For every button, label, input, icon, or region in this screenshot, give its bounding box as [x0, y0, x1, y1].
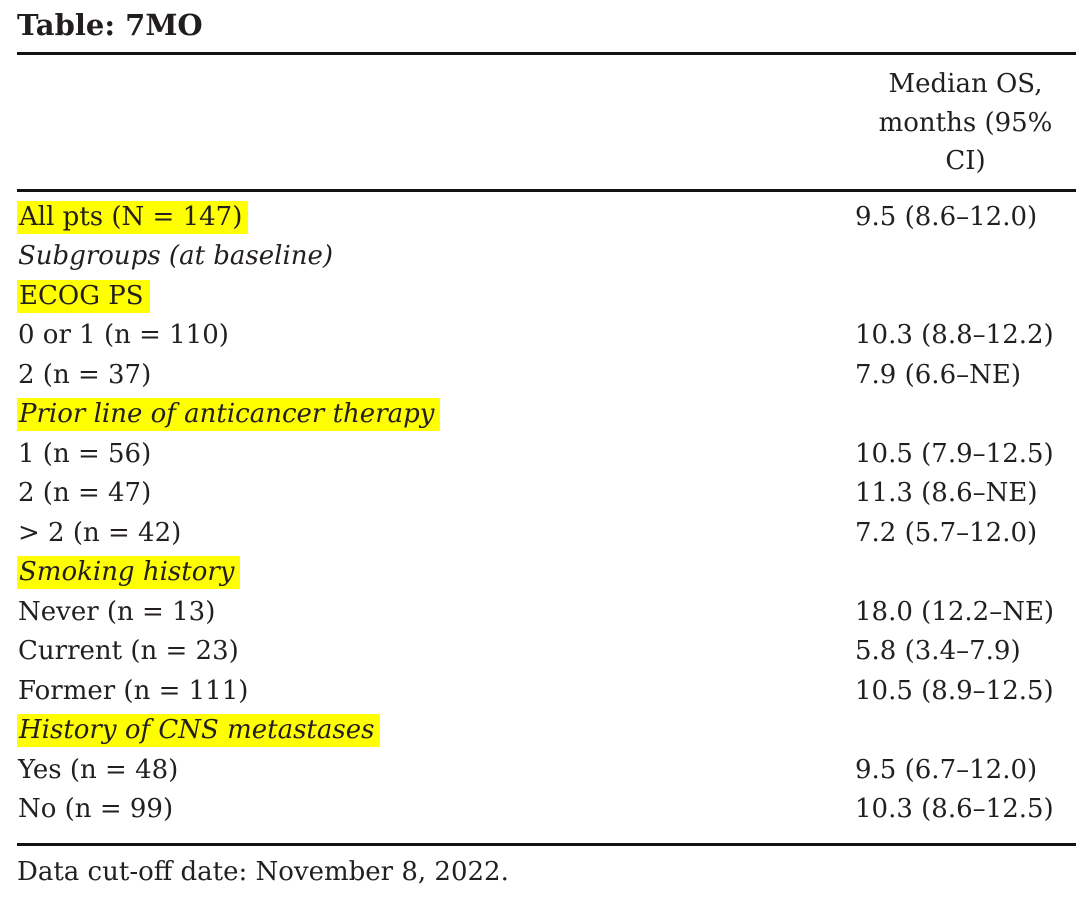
row-label: Prior line of anticancer therapy — [17, 398, 441, 431]
row-value — [855, 711, 1076, 751]
row-value: 9.5 (8.6–12.0) — [855, 201, 1038, 232]
table-row: Never (n = 13) 18.0 (12.2–NE) — [17, 593, 1076, 633]
row-label: Yes (n = 48) — [18, 754, 179, 785]
header-line-1: Median OS, — [888, 69, 1043, 99]
table-row: ECOG PS — [17, 277, 1076, 317]
row-value: 7.9 (6.6–NE) — [855, 359, 1021, 390]
document-page: Table: 7MO Median OS, months (95% CI) Al… — [0, 5, 1080, 906]
row-label: No (n = 99) — [18, 794, 174, 824]
row-label: 0 or 1 (n = 110) — [18, 320, 229, 350]
row-value: 10.3 (8.6–12.5) — [855, 794, 1054, 824]
table-row: > 2 (n = 42) 7.2 (5.7–12.0) — [17, 514, 1076, 554]
row-value: 10.5 (7.9–12.5) — [855, 438, 1054, 469]
data-table: Median OS, months (95% CI) All pts (N = … — [17, 52, 1076, 846]
row-label: Smoking history — [17, 556, 241, 589]
table-row: History of CNS metastases — [17, 711, 1076, 751]
row-label-cell: 0 or 1 (n = 110) — [17, 316, 855, 356]
row-label-cell: Prior line of anticancer therapy — [17, 395, 855, 435]
header-empty-cell — [17, 53, 855, 192]
row-value: 18.0 (12.2–NE) — [855, 596, 1055, 627]
table-row: Smoking history — [17, 553, 1076, 593]
row-label-cell: Smoking history — [17, 553, 855, 593]
table-row: Current (n = 23) 5.8 (3.4–7.9) — [17, 632, 1076, 672]
row-value: 5.8 (3.4–7.9) — [855, 636, 1021, 666]
header-line-2: months (95% — [878, 107, 1053, 138]
row-value: 10.5 (8.9–12.5) — [855, 675, 1054, 706]
row-label: ECOG PS — [17, 279, 150, 313]
table-row: 0 or 1 (n = 110) 10.3 (8.8–12.2) — [17, 316, 1076, 356]
row-value — [855, 277, 1076, 317]
row-value: 11.3 (8.6–NE) — [855, 478, 1038, 508]
table-row: 2 (n = 47) 11.3 (8.6–NE) — [17, 474, 1076, 514]
row-label: 2 (n = 37) — [18, 359, 152, 390]
row-label-cell: No (n = 99) — [17, 790, 855, 844]
row-label-cell: Never (n = 13) — [17, 593, 855, 633]
row-label: Current (n = 23) — [18, 636, 239, 666]
table-title: Table: 7MO — [17, 8, 203, 42]
row-value: 9.5 (6.7–12.0) — [855, 754, 1038, 785]
row-label-cell: Subgroups (at baseline) — [17, 237, 855, 277]
header-row: Median OS, months (95% CI) — [17, 53, 1076, 192]
row-value — [855, 237, 1076, 277]
table-row: Yes (n = 48) 9.5 (6.7–12.0) — [17, 751, 1076, 791]
row-label-cell: ECOG PS — [17, 277, 855, 317]
row-value — [855, 395, 1076, 435]
row-label: Former (n = 111) — [18, 675, 249, 706]
row-label-cell: 2 (n = 37) — [17, 356, 855, 396]
row-label: Subgroups (at baseline) — [18, 241, 334, 271]
row-label-cell: History of CNS metastases — [17, 711, 855, 751]
row-label-cell: > 2 (n = 42) — [17, 514, 855, 554]
row-label-cell: Current (n = 23) — [17, 632, 855, 672]
table-row: All pts (N = 147) 9.5 (8.6–12.0) — [17, 190, 1076, 237]
row-label: History of CNS metastases — [17, 714, 381, 747]
footnote: Data cut-off date: November 8, 2022. — [17, 856, 509, 887]
table-row: No (n = 99) 10.3 (8.6–12.5) — [17, 790, 1076, 844]
row-label: 1 (n = 56) — [18, 438, 152, 469]
row-label: 2 (n = 47) — [18, 478, 152, 508]
header-line-3: CI) — [945, 146, 986, 176]
header-median-os: Median OS, months (95% CI) — [855, 53, 1076, 192]
row-value: 7.2 (5.7–12.0) — [855, 517, 1038, 548]
row-label-cell: 2 (n = 47) — [17, 474, 855, 514]
row-label: Never (n = 13) — [18, 596, 216, 627]
table-row: Prior line of anticancer therapy — [17, 395, 1076, 435]
row-label: > 2 (n = 42) — [18, 517, 182, 548]
row-value — [855, 553, 1076, 593]
row-label-cell: All pts (N = 147) — [17, 190, 855, 237]
table-row: Former (n = 111) 10.5 (8.9–12.5) — [17, 672, 1076, 712]
row-label-cell: Yes (n = 48) — [17, 751, 855, 791]
table-row: 1 (n = 56) 10.5 (7.9–12.5) — [17, 435, 1076, 475]
row-value: 10.3 (8.8–12.2) — [855, 320, 1054, 350]
table-row: Subgroups (at baseline) — [17, 237, 1076, 277]
row-label: All pts (N = 147) — [17, 200, 249, 234]
row-label-cell: 1 (n = 56) — [17, 435, 855, 475]
table-row: 2 (n = 37) 7.9 (6.6–NE) — [17, 356, 1076, 396]
row-label-cell: Former (n = 111) — [17, 672, 855, 712]
